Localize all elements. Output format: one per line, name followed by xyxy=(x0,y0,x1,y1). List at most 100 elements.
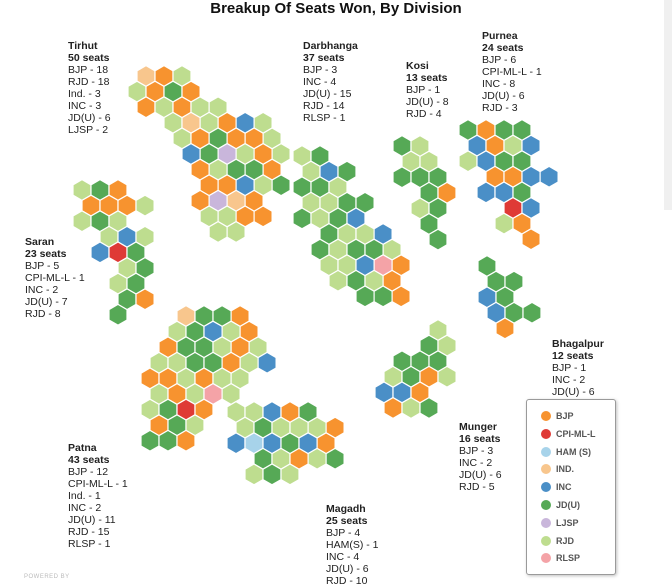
division-party-count: JD(U) - 6 xyxy=(326,563,369,575)
seat-hex[interactable] xyxy=(135,288,155,311)
seat-hex[interactable] xyxy=(521,228,541,251)
seat-hex[interactable] xyxy=(292,207,312,230)
seat-hex[interactable] xyxy=(108,303,128,326)
division-party-count: RJD - 3 xyxy=(482,102,518,114)
seat-hex[interactable] xyxy=(244,463,264,486)
seat-hex[interactable] xyxy=(355,285,375,308)
seat-hex[interactable] xyxy=(253,205,273,228)
division-party-count: RJD - 4 xyxy=(406,108,442,120)
seat-hex[interactable] xyxy=(391,285,411,308)
seat-hex[interactable] xyxy=(271,174,291,197)
seat-hex[interactable] xyxy=(280,463,300,486)
division-party-count: INC - 2 xyxy=(459,457,493,469)
division-party-count: CPI-ML-L - 1 xyxy=(25,272,85,284)
division-name: Patna xyxy=(68,442,97,454)
division-name: Munger xyxy=(459,421,497,433)
division-seats: 50 seats xyxy=(68,52,110,64)
division-party-count: Ind. - 3 xyxy=(68,88,101,100)
legend-item[interactable]: RJD xyxy=(541,534,574,548)
seat-hex[interactable] xyxy=(428,228,448,251)
division-party-count: BJP - 6 xyxy=(482,54,517,66)
seat-hex[interactable] xyxy=(522,301,542,324)
seat-hex[interactable] xyxy=(458,150,478,173)
division-seats: 16 seats xyxy=(459,433,501,445)
division-name: Purnea xyxy=(482,30,518,42)
seat-hex[interactable] xyxy=(262,463,282,486)
division-party-count: INC - 8 xyxy=(482,78,516,90)
division-party-count: JD(U) - 8 xyxy=(406,96,449,108)
seat-hex[interactable] xyxy=(401,396,421,420)
legend-item[interactable]: IND. xyxy=(541,462,574,476)
legend-label: LJSP xyxy=(556,517,579,528)
division-party-count: INC - 2 xyxy=(552,374,586,386)
seat-hex[interactable] xyxy=(136,96,156,119)
legend-item[interactable]: BJP xyxy=(541,409,574,423)
legend-swatch xyxy=(541,464,551,475)
scrollbar[interactable] xyxy=(664,0,672,210)
seat-hex[interactable] xyxy=(419,396,439,420)
seat-hex[interactable] xyxy=(226,432,246,455)
division-label-darbhanga: Darbhanga 37 seats BJP - 3 INC - 4 JD(U) - 1… xyxy=(303,40,358,124)
seat-hex[interactable] xyxy=(257,351,277,374)
division-label-kosi: Kosi 13 seats BJP - 1 JD(U) - 8 RJD - 4 xyxy=(406,60,449,120)
legend-swatch xyxy=(541,500,551,510)
legend-item[interactable]: LJSP xyxy=(541,516,579,530)
division-party-count: BJP - 1 xyxy=(552,362,587,374)
division-party-count: JD(U) - 7 xyxy=(25,296,68,308)
seat-hex[interactable] xyxy=(494,212,514,235)
division-seats: 12 seats xyxy=(552,350,594,362)
seat-hex[interactable] xyxy=(208,220,228,244)
seat-hex[interactable] xyxy=(140,429,160,452)
legend-label: INC xyxy=(556,482,572,493)
seat-hex[interactable] xyxy=(307,447,327,470)
division-party-count: LJSP - 2 xyxy=(68,124,109,136)
division-label-munger: Munger 16 seats BJP - 3 INC - 2 JD(U) - 6 RJD… xyxy=(459,421,502,493)
seat-hex[interactable] xyxy=(158,429,178,452)
division-party-count: INC - 3 xyxy=(68,100,102,112)
legend-label: JD(U) xyxy=(556,500,580,510)
legend-swatch xyxy=(541,446,551,457)
legend-label: RLSP xyxy=(556,553,581,564)
division-seats: 13 seats xyxy=(406,72,448,84)
seat-hex[interactable] xyxy=(383,396,403,420)
division-party-count: INC - 4 xyxy=(326,551,360,563)
division-party-count: CPI-ML-L - 1 xyxy=(482,66,542,78)
seat-hex[interactable] xyxy=(135,194,155,217)
division-label-bhagalpur: Bhagalpur 12 seats BJP - 1 INC - 2 JD(U) - 6 xyxy=(552,338,604,398)
division-party-count: BJP - 4 xyxy=(326,527,361,539)
division-party-count: RJD - 5 xyxy=(459,481,495,493)
legend-item[interactable]: RLSP xyxy=(541,551,580,565)
seat-hex[interactable] xyxy=(328,269,348,292)
seat-hex[interactable] xyxy=(90,241,110,264)
seat-hex[interactable] xyxy=(221,382,241,406)
legend-item[interactable]: HAM (S) xyxy=(541,445,591,459)
division-name: Saran xyxy=(25,236,55,248)
seat-hex[interactable] xyxy=(373,285,393,308)
seat-hex[interactable] xyxy=(176,429,196,452)
legend-label: HAM (S) xyxy=(556,446,591,457)
seat-hex[interactable] xyxy=(392,166,412,189)
legend-swatch xyxy=(541,535,551,546)
division-name: Darbhanga xyxy=(303,40,358,52)
seat-hex[interactable] xyxy=(325,447,345,470)
legend-swatch xyxy=(541,553,551,564)
seat-hex[interactable] xyxy=(226,220,246,244)
seat-hex[interactable] xyxy=(437,365,457,388)
division-party-count: RJD - 14 xyxy=(303,100,345,112)
division-party-count: INC - 4 xyxy=(303,76,337,88)
division-party-count: JD(U) - 6 xyxy=(68,112,111,124)
legend-item[interactable]: CPI-ML-L xyxy=(541,427,596,441)
division-label-magadh: Magadh 25 seats BJP - 4 HAM(S) - 1 INC - 4 JD… xyxy=(326,503,379,587)
division-seats: 25 seats xyxy=(326,515,368,527)
seat-hex[interactable] xyxy=(539,165,559,188)
division-party-count: JD(U) - 6 xyxy=(552,386,595,398)
division-name: Magadh xyxy=(326,503,366,515)
division-party-count: RJD - 10 xyxy=(326,575,368,587)
legend-item[interactable]: INC xyxy=(541,480,572,494)
seat-hex[interactable] xyxy=(495,317,515,340)
division-party-count: BJP - 3 xyxy=(459,445,494,457)
seat-hex[interactable] xyxy=(72,210,92,233)
legend-item[interactable]: JD(U) xyxy=(541,498,580,512)
seat-hex[interactable] xyxy=(476,181,496,204)
